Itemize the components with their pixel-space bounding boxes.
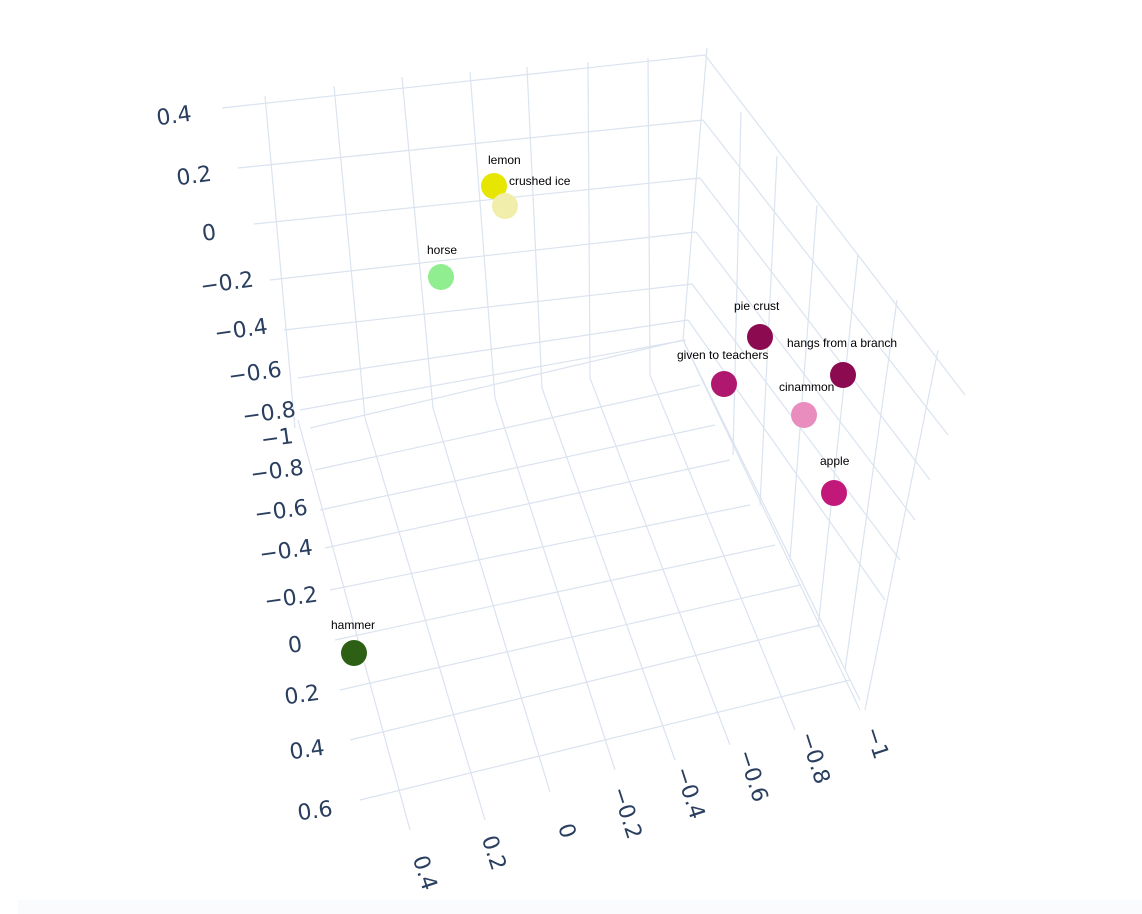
grid-line xyxy=(264,95,296,429)
grid-line xyxy=(469,71,496,399)
data-point[interactable] xyxy=(481,173,507,199)
grid-line xyxy=(682,339,861,701)
grid-line xyxy=(864,349,939,711)
grid-line xyxy=(587,61,591,379)
grid-line xyxy=(349,624,821,741)
data-point-label: given to teachers xyxy=(677,348,768,362)
grid-line xyxy=(432,407,551,793)
grid-line xyxy=(283,283,693,331)
data-point-label: crushed ice xyxy=(509,174,571,188)
data-point[interactable] xyxy=(711,371,737,397)
x-tick-label: −0.8 xyxy=(794,729,834,788)
grid-line xyxy=(649,374,796,731)
grid-line xyxy=(699,177,931,481)
y-tick-label: −0.4 xyxy=(258,535,314,567)
grid-line xyxy=(299,339,687,411)
z-tick-label: 0.4 xyxy=(155,102,193,132)
grid-line xyxy=(789,204,818,561)
grid-line xyxy=(364,417,486,821)
x-tick-label: −1 xyxy=(859,724,893,763)
x-tick-label: 0.2 xyxy=(476,832,511,873)
z-tick-label: 0 xyxy=(200,220,217,247)
data-point-label: apple xyxy=(820,454,850,468)
y-tick-label: 0 xyxy=(286,632,303,659)
x-tick-label: 0.4 xyxy=(407,852,442,893)
data-point[interactable] xyxy=(492,193,518,219)
grid-line xyxy=(704,54,966,396)
z-tick-label: −0.6 xyxy=(227,357,283,389)
y-tick-label: −1 xyxy=(259,424,295,453)
x-tick-label: −0.4 xyxy=(669,764,709,823)
footer-band xyxy=(18,900,1142,914)
grid-line xyxy=(221,54,706,109)
x-tick-label: −0.6 xyxy=(732,747,772,806)
grid-line xyxy=(494,397,616,771)
grid-line xyxy=(334,544,776,641)
data-point[interactable] xyxy=(830,362,856,388)
grid-line xyxy=(817,253,859,629)
points-layer: lemon crushed ice horse pie crust given to t… xyxy=(331,153,897,666)
data-point-label: pie crust xyxy=(734,299,780,313)
y-tick-label: 0.6 xyxy=(296,797,334,827)
tick-labels: 0.40.20−0.2−0.4−0.6−0.8−1−0.8−0.6−0.4−0.… xyxy=(155,102,893,894)
grid-line xyxy=(253,177,701,225)
y-tick-label: 0.4 xyxy=(288,736,326,766)
data-point-label: horse xyxy=(427,243,457,257)
grid-line xyxy=(687,319,886,601)
data-point[interactable] xyxy=(791,402,817,428)
grid-line xyxy=(401,76,434,409)
data-point-label: cinammon xyxy=(779,380,834,394)
grid-line xyxy=(333,85,366,419)
y-tick-label: −0.6 xyxy=(253,495,309,527)
data-point-label: lemon xyxy=(488,153,521,167)
z-tick-label: 0.2 xyxy=(175,162,213,192)
grid-line xyxy=(682,339,861,711)
z-tick-label: −0.4 xyxy=(213,314,269,346)
grid-line xyxy=(237,119,704,169)
data-point-label: hammer xyxy=(331,618,375,632)
grid-line xyxy=(269,231,697,281)
grid-line xyxy=(329,504,751,591)
data-point-label: hangs from a branch xyxy=(787,336,897,350)
grid-line xyxy=(695,231,916,521)
grid-line xyxy=(339,584,801,691)
y-tick-label: −0.2 xyxy=(263,582,319,614)
z-tick-label: −0.2 xyxy=(199,267,255,299)
grid-line xyxy=(589,377,731,746)
x-tick-label: 0 xyxy=(552,820,580,841)
grid-line xyxy=(526,66,543,389)
y-tick-label: −0.8 xyxy=(249,455,305,487)
grid-line xyxy=(314,384,701,471)
data-point[interactable] xyxy=(747,324,773,350)
grid-line xyxy=(732,111,742,456)
grid-line xyxy=(297,319,689,379)
grid-line xyxy=(702,119,949,436)
data-point[interactable] xyxy=(341,640,367,666)
grid-line xyxy=(682,47,708,341)
grid-line xyxy=(309,339,684,429)
y-tick-label: 0.2 xyxy=(283,681,321,711)
grid-line xyxy=(541,387,676,761)
grid-line xyxy=(844,299,898,671)
grid-line xyxy=(324,459,731,549)
grid-line xyxy=(297,419,411,831)
grid-line xyxy=(647,57,651,376)
data-point[interactable] xyxy=(428,264,454,290)
x-tick-label: −0.2 xyxy=(606,784,646,843)
data-point[interactable] xyxy=(821,480,847,506)
grid-lines xyxy=(221,47,966,831)
